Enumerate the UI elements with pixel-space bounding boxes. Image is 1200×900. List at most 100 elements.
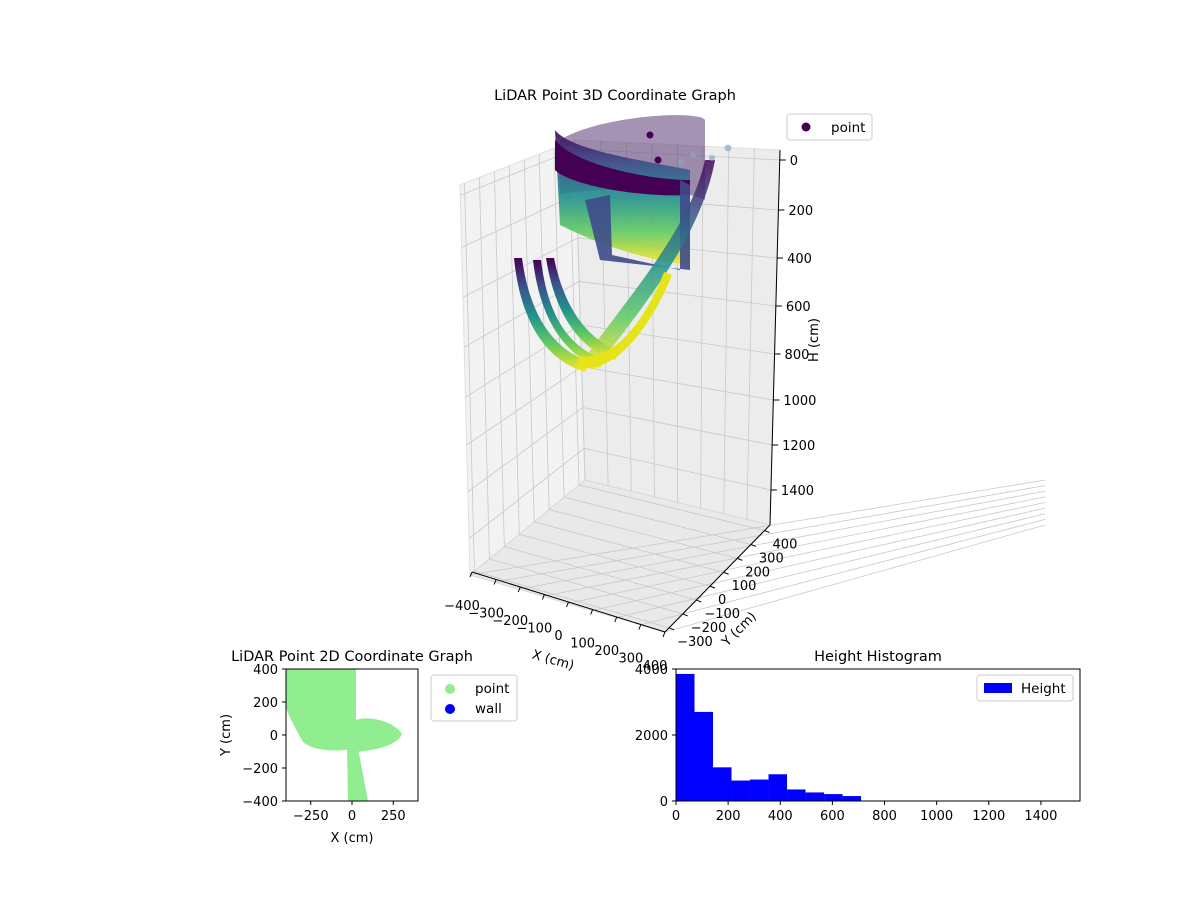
histogram-bars [676, 673, 1065, 801]
legend-box [786, 113, 873, 141]
x-gridline [469, 479, 1046, 576]
x-tick-label: 200 [716, 809, 741, 824]
cloud-stray-point [690, 152, 696, 158]
point-cloud [514, 115, 732, 372]
x-tick [493, 579, 497, 585]
y-tick [764, 530, 770, 534]
x-tick [517, 586, 521, 593]
x-tick-label: 300 [618, 652, 643, 667]
x-tick-label: 600 [820, 809, 845, 824]
legend-histogram: Height [976, 674, 1074, 702]
y-tick [750, 543, 757, 547]
y-gridline [549, 509, 738, 559]
histogram-title: Height Histogram [814, 649, 942, 665]
legend-marker-wall [445, 704, 455, 714]
histogram-bar [713, 767, 732, 801]
cloud-stray-point [654, 156, 662, 164]
z-tick-label: 1200 [782, 439, 815, 454]
z-tick-label: 0 [790, 154, 798, 169]
y-tick-label: 400 [773, 538, 798, 553]
x-tick-label: −100 [517, 622, 553, 637]
legend-swatch-height [984, 683, 1012, 693]
x-gridline [518, 490, 1046, 590]
z-tick-label: 1000 [783, 394, 816, 409]
x-tick-label: 0 [348, 809, 356, 824]
y-tick-label: 0 [660, 795, 668, 810]
cloud-wall-block [585, 180, 690, 270]
y-tick [696, 599, 702, 603]
point-region-upper [286, 669, 356, 751]
z-tick-label: 400 [787, 252, 812, 267]
y-axis-label-2d: Y (cm) [219, 714, 234, 757]
cloud-stray-point [709, 155, 715, 161]
chart-2d-title: LiDAR Point 2D Coordinate Graph [231, 649, 473, 665]
y-tick-label: −300 [677, 635, 713, 650]
y-tick [709, 585, 716, 589]
y-gridline [534, 521, 724, 573]
chart-3d: 0200400600800100012001400−400−300−200−10… [444, 88, 1046, 674]
histogram-bar [805, 792, 825, 801]
x-gridline [664, 524, 1046, 633]
point-region [286, 669, 402, 801]
chart-3d-title: LiDAR Point 3D Coordinate Graph [494, 88, 736, 104]
x-tick [590, 609, 594, 615]
x-tick-label: 1000 [920, 809, 953, 824]
y-tick [682, 613, 688, 617]
cloud-bowl [575, 272, 672, 368]
x-tick [566, 601, 569, 608]
x-tick [638, 624, 642, 630]
ticks-3d: 0200400600800100012001400−400−300−200−10… [444, 154, 816, 674]
z-tick-label: 200 [788, 204, 813, 219]
cloud-stray-point [678, 159, 684, 165]
cloud-ring-top [555, 140, 690, 196]
y-tick-label: −400 [242, 795, 278, 810]
x-tick-label: 100 [570, 637, 595, 652]
x-gridline [640, 518, 1046, 626]
y-tick-label: 200 [745, 565, 770, 580]
histogram-bar [842, 796, 862, 801]
y-tick-label: 200 [253, 696, 278, 711]
ticks-2d: −250 0 250 400 200 0 −200 −400 [242, 663, 405, 824]
y-gridline [578, 484, 765, 531]
x-tick-label: −300 [468, 607, 504, 622]
x-gridline [591, 507, 1046, 612]
y-tick-label: 100 [732, 579, 757, 594]
x-axis-label-2d: X (cm) [331, 831, 374, 846]
y-gridline [493, 171, 505, 547]
x-tick-label: 400 [643, 659, 668, 674]
z-axis-label-3d: H (cm) [807, 318, 822, 362]
x-axis-label-3d: X (cm) [530, 647, 575, 673]
legend-label-wall: wall [475, 701, 502, 717]
z-axis-line [769, 149, 781, 526]
chart-2d: LiDAR Point 2D Coordinate Graph −250 0 250… [219, 649, 518, 846]
point-region-lower [347, 748, 368, 801]
x-tick [662, 631, 666, 638]
x-tick-label: 400 [768, 809, 793, 824]
y-gridline [508, 165, 520, 535]
legend-2d: point wall [430, 674, 518, 722]
cloud-stray-point [646, 131, 654, 139]
legend-marker-point [801, 122, 811, 132]
x-tick-label: 0 [554, 629, 562, 644]
cloud-stray-point [724, 144, 732, 152]
x-tick [541, 594, 545, 600]
x-gridline [700, 146, 704, 509]
y-tick-label: −100 [704, 607, 740, 622]
x-gridline [723, 147, 730, 514]
x-tick-label: −200 [492, 614, 528, 629]
y-tick-label: 0 [270, 729, 278, 744]
chart-histogram: Height Histogram 0 200 400 600 800 1000 1200 14… [635, 649, 1081, 824]
x-tick-label: −250 [293, 809, 329, 824]
y-tick [668, 627, 675, 631]
x-gridline [746, 148, 755, 520]
x-tick-label: 200 [594, 644, 619, 659]
y-gridline [479, 177, 490, 559]
y-tick [737, 557, 743, 561]
histogram-bar [824, 794, 843, 801]
x-tick-label: −400 [444, 599, 480, 614]
y-gridline [523, 159, 535, 522]
histogram-bar [676, 673, 695, 801]
z-tick-label: 800 [785, 348, 810, 363]
y-tick-label: 4000 [635, 663, 668, 678]
